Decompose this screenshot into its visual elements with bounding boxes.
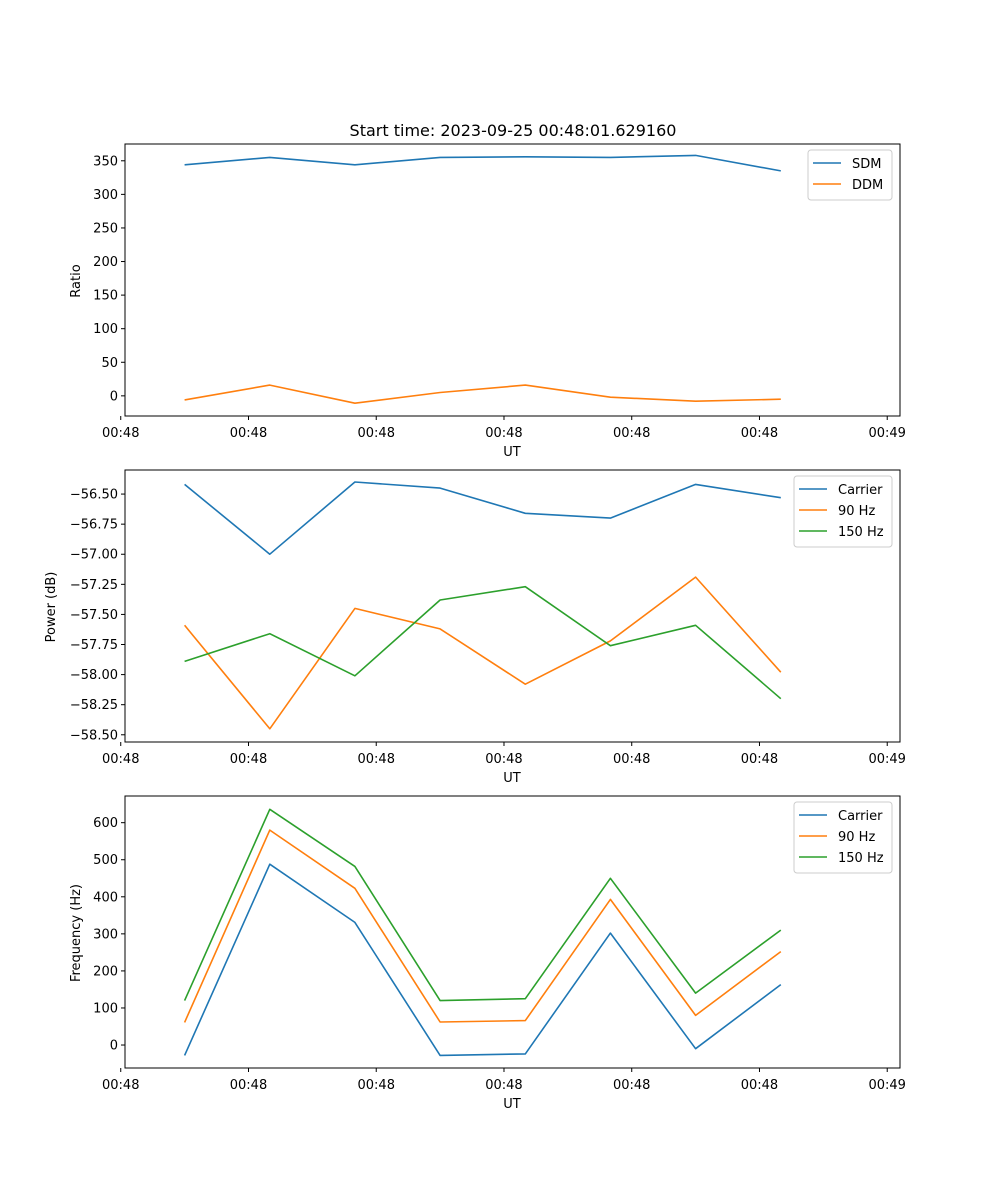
tick-layer: 00:48 00:48 00:48 00:48 00:48 00:48 00:49 −58.5…: [70, 488, 906, 767]
legend-box: [793, 801, 893, 874]
chart-title: Start time: 2023-09-25 00:48:01.629160: [350, 121, 677, 140]
legend-label: Carrier: [838, 809, 883, 824]
x-tick-label: 00:48: [230, 752, 267, 767]
series-line-150-hz: [183, 808, 782, 1002]
series-line-90-hz: [183, 576, 782, 730]
y-tick-label: 0: [110, 389, 118, 404]
y-tick-label: −56.50: [70, 488, 118, 503]
x-tick-label: 00:48: [613, 426, 650, 441]
x-tick-label: 00:48: [102, 752, 139, 767]
x-tick-label: 00:48: [358, 1078, 395, 1093]
x-axis-label: UT: [503, 445, 521, 460]
y-tick-label: 350: [93, 154, 118, 169]
legend: Carrier 90 Hz 150 Hz: [793, 801, 893, 874]
x-tick-label: 00:48: [485, 752, 522, 767]
x-tick-label: 00:48: [741, 752, 778, 767]
y-tick-label: −58.50: [70, 728, 118, 743]
x-tick-label: 00:49: [868, 426, 905, 441]
x-tick-label: 00:48: [102, 1078, 139, 1093]
series-line-carrier: [183, 863, 782, 1057]
x-tick-label: 00:48: [230, 1078, 267, 1093]
legend-label: SDM: [852, 157, 881, 172]
x-axis-label: UT: [503, 1097, 521, 1112]
y-tick-label: −57.25: [70, 578, 118, 593]
y-tick-label: 50: [101, 356, 118, 371]
x-tick-label: 00:48: [358, 752, 395, 767]
y-axis-label: Power (dB): [44, 572, 59, 643]
series-line-90-hz: [183, 829, 782, 1023]
legend-label: 90 Hz: [838, 830, 875, 845]
x-tick-label: 00:48: [485, 426, 522, 441]
x-tick-label: 00:48: [102, 426, 139, 441]
x-tick-label: 00:49: [868, 1078, 905, 1093]
series-line-sdm: [184, 154, 781, 172]
series-line-ddm: [184, 384, 781, 405]
axes-frame: [124, 795, 901, 1069]
x-tick-label: 00:48: [485, 1078, 522, 1093]
legend-label: 150 Hz: [838, 525, 884, 540]
axes-frame: [124, 469, 901, 743]
legend-box: [793, 475, 893, 548]
series-layer: [184, 154, 781, 405]
series-layer: [183, 481, 782, 730]
x-tick-label: 00:48: [613, 752, 650, 767]
y-tick-label: 600: [93, 816, 118, 831]
x-axis-label: UT: [503, 771, 521, 786]
power-panel: UT Power (dB) 00:48 00:48 00:48 00:48 00:48 0…: [44, 469, 906, 786]
x-tick-label: 00:49: [868, 752, 905, 767]
y-tick-label: 150: [93, 289, 118, 304]
y-axis-label: Ratio: [69, 264, 84, 297]
frequency-panel: UT Frequency (Hz) 00:48 00:48 00:48 00:48 00…: [69, 795, 906, 1112]
series-line-150-hz: [184, 585, 782, 700]
x-tick-label: 00:48: [230, 426, 267, 441]
x-tick-label: 00:48: [613, 1078, 650, 1093]
series-layer: [183, 808, 782, 1057]
x-tick-label: 00:48: [741, 1078, 778, 1093]
y-tick-label: 250: [93, 221, 118, 236]
legend-label: DDM: [852, 178, 883, 193]
y-tick-label: 300: [93, 927, 118, 942]
ratio-panel: Start time: 2023-09-25 00:48:01.629160 U…: [69, 121, 906, 460]
y-tick-label: 0: [110, 1039, 118, 1054]
y-tick-label: −58.25: [70, 698, 118, 713]
y-tick-label: 200: [93, 255, 118, 270]
legend-label: 90 Hz: [838, 504, 875, 519]
tick-layer: 00:48 00:48 00:48 00:48 00:48 00:48 00:49 0 100 2…: [93, 816, 906, 1093]
y-tick-label: −56.75: [70, 518, 118, 533]
y-tick-label: 100: [93, 1001, 118, 1016]
y-tick-label: −57.75: [70, 638, 118, 653]
y-tick-label: 200: [93, 964, 118, 979]
y-tick-label: 400: [93, 890, 118, 905]
y-tick-label: 300: [93, 188, 118, 203]
legend-label: 150 Hz: [838, 851, 884, 866]
legend: Carrier 90 Hz 150 Hz: [793, 475, 893, 548]
legend-label: Carrier: [838, 483, 883, 498]
y-tick-label: 500: [93, 853, 118, 868]
series-line-carrier: [184, 481, 781, 556]
x-tick-label: 00:48: [741, 426, 778, 441]
legend: SDM DDM: [807, 149, 893, 201]
y-tick-label: −58.00: [70, 668, 118, 683]
tick-layer: 00:48 00:48 00:48 00:48 00:48 00:48 00:49 0 50 10…: [93, 154, 906, 441]
y-axis-label: Frequency (Hz): [69, 884, 84, 982]
y-tick-label: 100: [93, 322, 118, 337]
y-tick-label: −57.50: [70, 608, 118, 623]
y-tick-label: −57.00: [70, 548, 118, 563]
axes-frame: [124, 143, 901, 417]
x-tick-label: 00:48: [358, 426, 395, 441]
